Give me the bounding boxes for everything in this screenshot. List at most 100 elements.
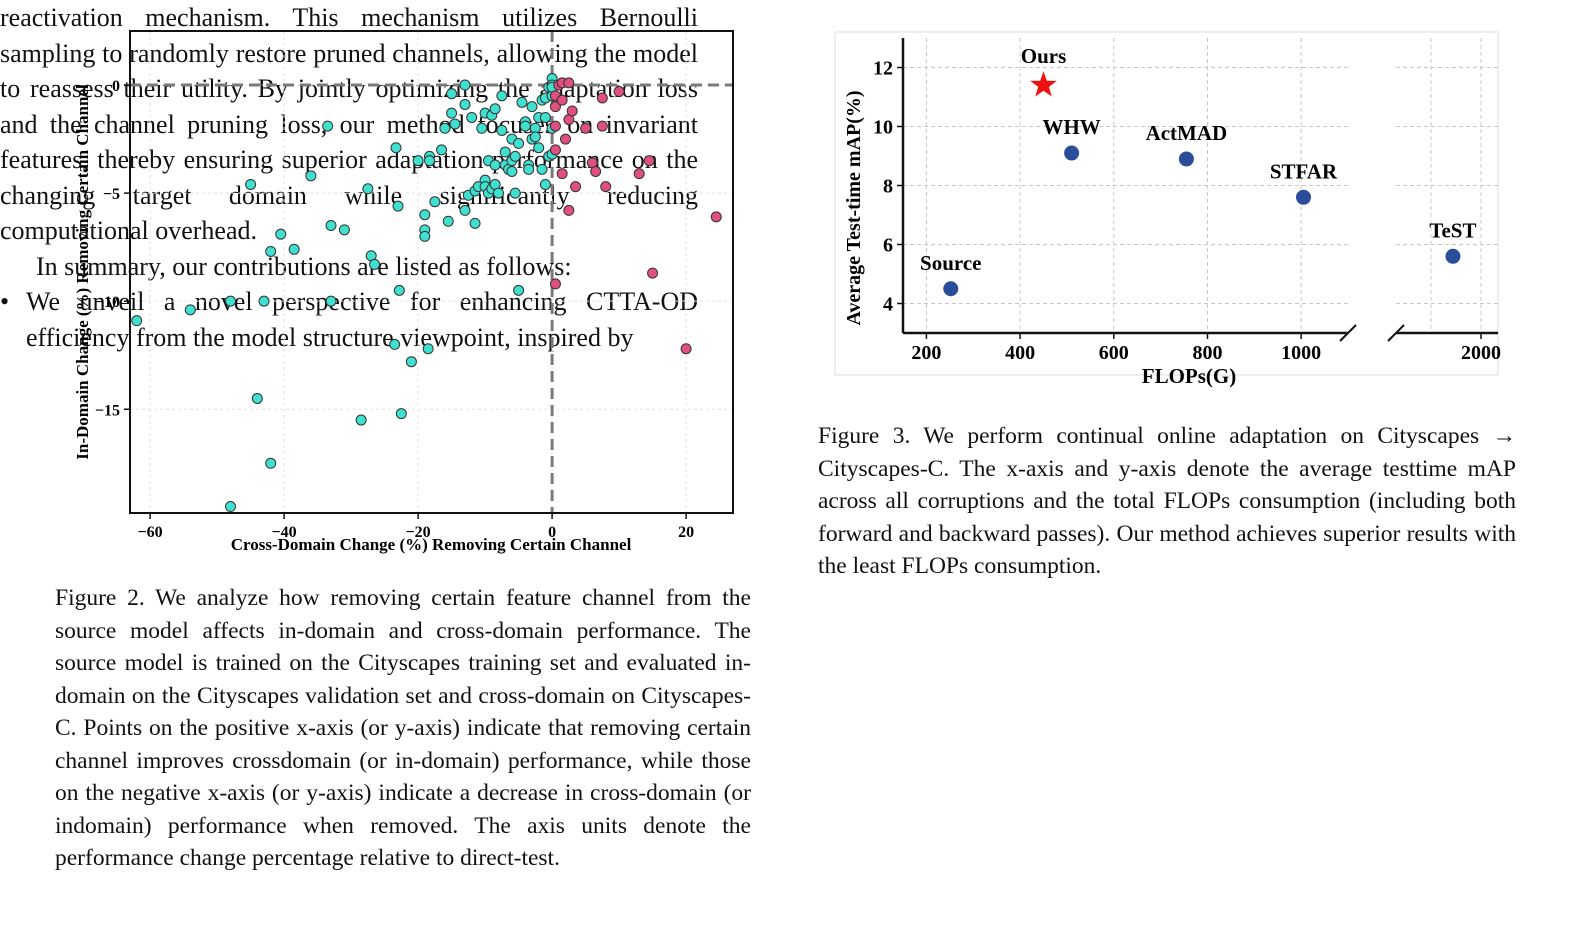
cyan-data-point [509,187,521,199]
cyan-data-point [539,111,551,123]
cyan-data-point [275,228,287,240]
cyan-data-point [513,284,525,296]
x-tick-label: 800 [1192,342,1222,364]
cyan-data-point [419,209,431,221]
actmad-label: ActMAD [1146,121,1228,145]
cyan-data-point [338,224,350,236]
cyan-data-point [412,155,424,167]
y-axis-label: Average Test-time mAP(%) [843,90,865,325]
cyan-data-point [265,457,277,469]
cyan-data-point [459,98,471,110]
cyan-data-point [436,144,448,156]
cyan-data-point [369,258,381,270]
cyan-data-point [466,111,478,123]
plot-frame [129,30,734,514]
figure-2-caption: Figure 2. We analyze how removing certai… [55,585,751,871]
figure-3-caption: Figure 3. We perform continual online ad… [818,423,1516,579]
pink-data-point [549,120,561,132]
cyan-data-point [439,122,451,134]
pink-data-point [710,211,722,223]
cyan-data-point [225,295,236,307]
cyan-data-point [405,356,417,368]
x-tick-label: 2000 [1461,342,1501,364]
pink-data-point [556,168,568,180]
cyan-data-point [493,187,504,199]
cyan-data-point [489,103,501,115]
pink-data-point [590,165,602,177]
pink-data-point [613,86,625,98]
cyan-data-point [392,200,404,212]
cyan-data-point [322,120,334,132]
pink-data-point [560,133,571,145]
cyan-data-point [506,165,518,177]
axis-break-mark [1339,324,1357,342]
body-paragraph: reactivation mechanism. This mechanism u… [0,3,698,245]
grid [130,31,733,513]
pink-data-point [647,267,659,279]
whw-label: WHW [1042,115,1100,139]
x-tick-label: 400 [1005,342,1035,364]
y-tick-label: 8 [883,176,893,198]
y-tick-label: 0 [112,78,120,95]
x-axis-label: FLOPs(G) [1142,364,1237,388]
cyan-data-point [496,90,508,102]
cyan-data-point [258,295,270,307]
cyan-data-point [251,392,263,404]
cyan-data-point [395,408,407,420]
cyan-data-point [476,122,488,134]
cyan-data-point [131,315,143,327]
pink-data-point [570,181,582,193]
y-axis-label: In-Domain Change (%) Removing Certain Ch… [73,84,92,460]
y-tick-label: 12 [873,58,893,80]
cyan-data-point [305,170,317,182]
cyan-data-point [446,107,458,119]
cyan-data-point [355,414,367,426]
data-points [131,73,722,513]
chart-background-frame [834,31,1499,376]
y-tick-label: −10 [95,294,120,311]
cyan-data-point [288,243,300,255]
cyan-data-point [499,146,511,158]
cyan-data-point [429,196,441,208]
y-tick-label: −5 [103,186,120,203]
cyan-data-point [184,304,196,316]
ours-label: Ours [1021,44,1067,68]
x-tick-label: 0 [548,524,556,541]
body-text: reactivation mechanism. This mechanism u… [0,0,698,355]
cyan-data-point [489,159,501,171]
pink-data-point [563,77,575,89]
source-label: Source [920,251,981,275]
cyan-data-point [469,217,481,229]
cyan-data-point [245,178,257,190]
tick-labels: 200 400 600 800 1000 2000 4 6 8 10 12 [873,58,1501,365]
x-tick-label: 200 [911,342,941,364]
cyan-data-point [225,501,236,513]
cyan-data-point [442,215,454,227]
x-tick-label: −60 [138,524,163,541]
test-marker [1445,248,1461,264]
y-tick-label: −15 [95,402,120,419]
stfar-label: STFAR [1270,159,1338,183]
pink-data-point [680,343,692,355]
cyan-data-point [446,88,458,100]
y-tick-label: 6 [883,235,893,257]
cyan-data-point [529,131,541,143]
pink-data-point [549,144,561,156]
stfar-marker [1296,189,1311,205]
pink-data-point [596,120,608,132]
source-marker [943,281,959,297]
cyan-data-point [539,178,551,190]
grid [903,38,1498,333]
x-tick-label: −40 [272,524,297,541]
x-tick-label: 20 [678,524,694,541]
cyan-data-point [509,150,521,162]
cyan-data-point [533,142,545,154]
cyan-data-point [325,220,337,232]
reference-lines [130,31,733,513]
cyan-data-point [459,79,471,91]
cyan-data-point [419,230,431,242]
cyan-data-point [526,101,538,113]
x-tick-label: −20 [406,524,431,541]
x-axis-label: Cross-Domain Change (%) Removing Certain… [231,535,632,554]
pink-data-point [549,278,561,290]
